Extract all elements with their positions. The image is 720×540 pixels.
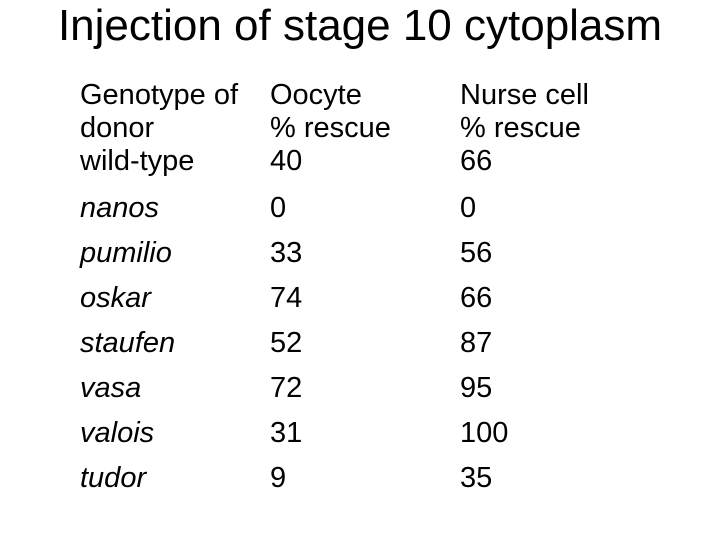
genotype-cell: nanos (80, 192, 160, 224)
oocyte-value: 72 (270, 372, 303, 404)
genotype-cell: tudor (80, 462, 147, 494)
nurse-value: 87 (460, 327, 493, 359)
nurse-value: 56 (460, 237, 493, 269)
oocyte-value: 9 (270, 462, 287, 494)
table-row: nanos 0 0 (80, 192, 700, 225)
nurse-value: 100 (460, 417, 509, 449)
nurse-value: 35 (460, 462, 493, 494)
oocyte-value: 31 (270, 417, 303, 449)
column-header-genotype-line1: Genotype of (80, 79, 238, 111)
genotype-cell: valois (80, 417, 155, 449)
table-row: staufen 52 87 (80, 327, 700, 360)
column-header-oocyte: Oocyte % rescue (270, 79, 460, 145)
page-title: Injection of stage 10 cytoplasm (57, 1, 663, 50)
oocyte-value: 33 (270, 237, 303, 269)
oocyte-value: 0 (270, 192, 287, 224)
column-header-oocyte-line1: Oocyte (270, 79, 362, 111)
data-table: Genotype of donor Oocyte % rescue Nurse … (80, 79, 700, 495)
table-row: vasa 72 95 (80, 372, 700, 405)
column-header-nurse: Nurse cell % rescue (460, 79, 700, 145)
nurse-value: 0 (460, 192, 477, 224)
nurse-value: 66 (460, 282, 493, 314)
genotype-cell: oskar (80, 282, 151, 314)
nurse-value: 95 (460, 372, 493, 404)
column-header-nurse-line2: % rescue (460, 112, 581, 144)
column-header-genotype-line2: donor (80, 112, 155, 144)
genotype-cell: staufen (80, 327, 176, 359)
table-row: pumilio 33 56 (80, 237, 700, 270)
column-header-nurse-line1: Nurse cell (460, 79, 589, 111)
nurse-value: 66 (460, 145, 493, 177)
table-row: valois 31 100 (80, 417, 700, 450)
column-header-genotype: Genotype of donor (80, 79, 270, 145)
oocyte-value: 74 (270, 282, 303, 314)
oocyte-value: 52 (270, 327, 303, 359)
genotype-cell: pumilio (80, 237, 172, 269)
table-header-row: Genotype of donor Oocyte % rescue Nurse … (80, 79, 700, 145)
table-row: wild-type 40 66 (80, 145, 700, 178)
column-header-oocyte-line2: % rescue (270, 112, 391, 144)
table-row: tudor 9 35 (80, 462, 700, 495)
genotype-cell: wild-type (80, 145, 195, 177)
table-row: oskar 74 66 (80, 282, 700, 315)
oocyte-value: 40 (270, 145, 303, 177)
genotype-cell: vasa (80, 372, 142, 404)
